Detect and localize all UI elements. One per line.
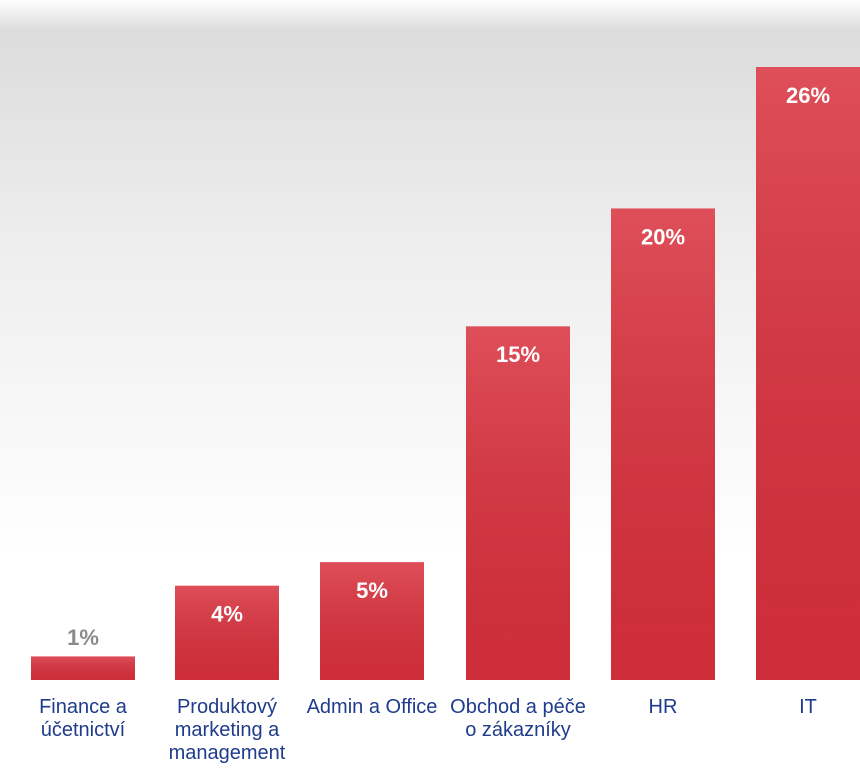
value-label: 15% (496, 342, 540, 367)
bar-sheen (175, 585, 279, 680)
value-label: 1% (67, 625, 99, 650)
bar-sheen (756, 67, 860, 680)
value-label: 4% (211, 602, 243, 627)
bar-sheen (466, 326, 570, 680)
x-tick-label: Admin a Office (306, 696, 438, 718)
value-label: 20% (641, 224, 685, 249)
x-tick-label: Produktový marketing a management (168, 696, 286, 764)
x-tick-label: Finance a účetnictví (39, 696, 127, 741)
x-tick-label: IT (799, 696, 817, 718)
bar-sheen (611, 208, 715, 680)
x-tick-label: HR (648, 696, 678, 718)
x-tick-label: Obchod a péče o zákazníky (450, 696, 586, 741)
value-label: 26% (786, 83, 830, 108)
bar-sheen (320, 562, 424, 680)
value-label: 5% (356, 578, 388, 603)
bar-sheen (31, 656, 135, 680)
